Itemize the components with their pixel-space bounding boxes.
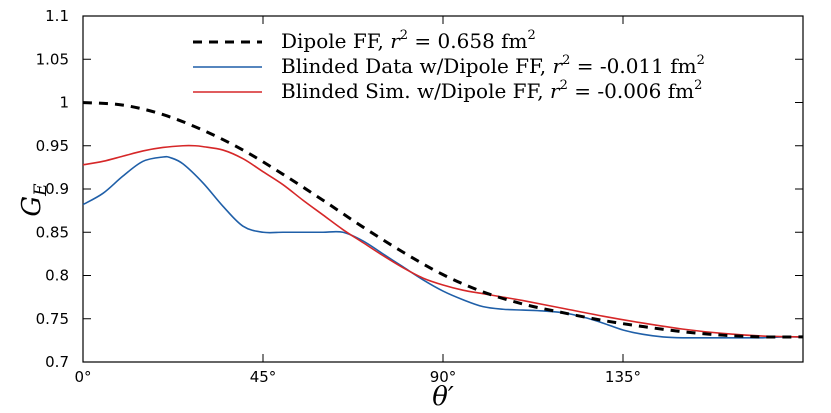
- y-axis-title: GE: [17, 183, 51, 217]
- svg-text:GE: GE: [17, 183, 51, 217]
- x-axis-title: θ′: [432, 382, 454, 412]
- legend-label: Dipole FF, r2 = 0.658 fm2: [281, 28, 536, 53]
- legend-label-sup: 2: [400, 28, 408, 43]
- x-tick-label: 0°: [74, 368, 91, 386]
- series-line-0: [82, 101, 804, 339]
- y-axis-ticks: 0.7 0.75 0.8 0.85 0.9 0.95 1 1.05 1.1: [36, 7, 803, 371]
- x-tick-label: 90°: [430, 368, 457, 386]
- y-tick-label: 0.7: [45, 353, 69, 371]
- legend-label-var: r: [550, 79, 561, 103]
- legend-label-text: Blinded Sim. w/Dipole FF,: [281, 79, 550, 103]
- legend-label-sup2: 2: [697, 53, 705, 68]
- legend-label-sup: 2: [562, 53, 570, 68]
- legend-label-sup: 2: [560, 78, 568, 93]
- legend-label: Blinded Data w/Dipole FF, r2 = -0.011 fm…: [281, 53, 705, 78]
- series-line-2: [82, 144, 804, 338]
- legend-label-sup2: 2: [694, 78, 702, 93]
- legend-label-var: r: [390, 29, 401, 53]
- legend-label-rest: = -0.006 fm: [568, 79, 694, 103]
- legend-label-var: r: [553, 54, 564, 78]
- y-tick-label: 0.9: [45, 180, 69, 198]
- legend-label-rest: = -0.011 fm: [570, 54, 696, 78]
- series-line-1: [82, 155, 804, 339]
- y-tick-label: 1: [59, 94, 69, 112]
- y-tick-label: 1.1: [45, 7, 69, 25]
- y-axis-title-main: G: [17, 196, 47, 217]
- x-tick-label: 45°: [250, 368, 277, 386]
- y-tick-label: 0.75: [36, 310, 69, 328]
- legend-label: Blinded Sim. w/Dipole FF, r2 = -0.006 fm…: [281, 78, 702, 103]
- y-tick-label: 1.05: [36, 50, 69, 68]
- legend-label-sup2: 2: [528, 28, 536, 43]
- x-tick-label: 135°: [605, 368, 641, 386]
- y-tick-label: 0.85: [36, 223, 69, 241]
- legend-label-text: Blinded Data w/Dipole FF,: [281, 54, 553, 78]
- series-layer: [82, 101, 804, 339]
- y-tick-label: 0.95: [36, 137, 69, 155]
- legend-label-rest: = 0.658 fm: [408, 29, 527, 53]
- x-axis-ticks: 0° 45° 90° 135°: [74, 16, 641, 386]
- y-axis-title-sub: E: [31, 183, 51, 197]
- legend-label-text: Dipole FF,: [281, 29, 390, 53]
- y-tick-label: 0.8: [45, 267, 69, 285]
